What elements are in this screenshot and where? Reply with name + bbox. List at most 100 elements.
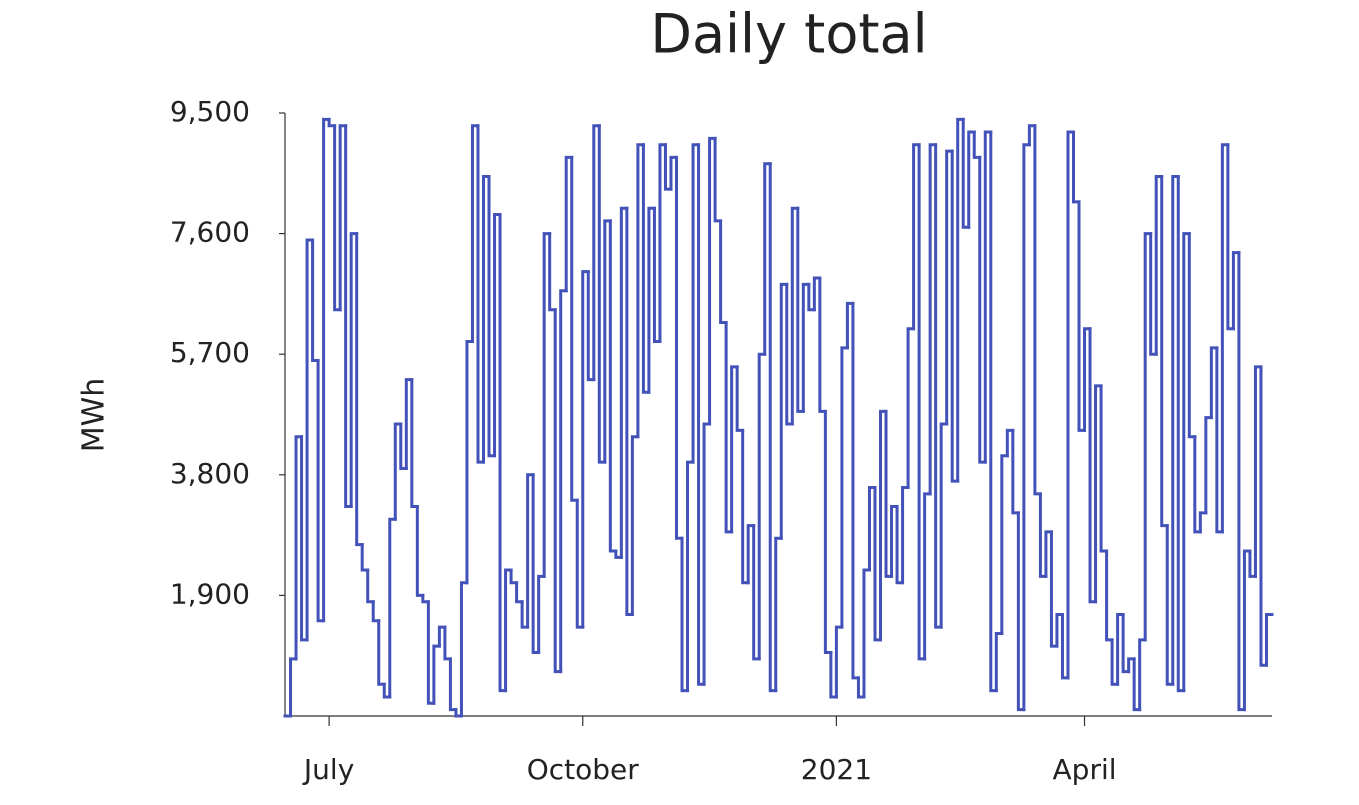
step-segment [559,289,568,674]
step-segment [840,346,849,629]
step-segment [956,117,965,483]
step-segment [1077,200,1087,432]
step-segment [1193,435,1202,534]
step-segment [1160,174,1169,528]
step-segment [526,473,535,629]
step-segment [774,536,783,693]
step-segment [796,206,805,413]
step-segment [647,206,656,394]
step-segment [443,625,452,661]
step-segment [548,232,557,312]
step-segment [1072,130,1081,204]
step-segment [1237,251,1246,712]
y-tick-label: 7,600 [170,216,250,249]
step-segment [581,270,590,629]
step-segment [1110,638,1120,686]
step-segment [509,568,519,585]
step-segment [377,619,386,686]
step-segment [961,117,971,229]
step-segment [746,524,756,585]
step-segment [305,238,315,642]
step-segment [818,276,827,413]
step-segment [515,581,524,604]
step-segment [1231,251,1241,331]
step-segment [983,130,993,464]
step-segment [1033,124,1042,496]
step-segment [862,568,871,699]
step-segment [867,485,877,572]
step-segment [757,352,767,661]
step-segment [630,435,640,616]
step-segment [950,149,960,483]
step-segment [790,206,800,426]
step-segment [542,232,552,578]
step-segment [355,232,364,547]
step-segment [393,422,403,521]
step-segment [785,282,794,426]
step-segment [972,130,982,159]
step-segment [448,657,458,712]
step-segment [884,409,894,578]
step-segment [912,143,921,331]
step-segment [708,136,717,426]
step-segment [663,143,673,191]
step-segment [592,124,601,382]
step-segment [432,644,441,705]
step-segment [1198,511,1208,534]
step-segment [360,543,370,572]
step-segment [680,536,690,693]
step-segment [322,117,331,623]
step-segment [454,708,463,718]
step-segment [1005,428,1015,458]
step-segment [1022,143,1031,712]
step-segment [1060,612,1070,680]
step-segment [1242,549,1252,712]
step-segment [465,340,474,585]
step-segment [1099,384,1109,553]
step-segment [1044,530,1053,578]
step-segment [801,282,811,413]
step-segment [934,143,943,629]
chart-title: Daily total [650,3,927,66]
step-segment [366,568,375,604]
step-segment [1264,612,1274,667]
step-segment [945,149,954,426]
step-segment [691,143,701,464]
step-segment [1149,232,1158,356]
step-segment [1182,232,1191,693]
step-segment [928,143,938,496]
step-segment [504,568,513,693]
step-segment [426,600,436,705]
step-segment [1259,365,1268,667]
step-segment [470,124,480,344]
y-tick-label: 1,900 [170,577,250,610]
step-segment [603,219,612,464]
step-segment [730,365,739,534]
step-segment [1094,384,1103,604]
step-segment [906,327,916,489]
step-segment [856,676,866,699]
step-segment [939,422,949,629]
step-segment [410,378,419,509]
step-segment [1083,327,1092,432]
step-segment [1248,549,1257,578]
step-segment [1165,524,1175,686]
step-segment [978,155,987,464]
step-segment [901,485,910,585]
step-segment [1000,454,1009,635]
step-segment [994,631,1004,693]
step-segment [735,365,745,432]
step-segment [1066,130,1075,680]
step-segment [327,117,337,128]
step-segment [719,219,728,324]
step-segment [845,301,855,350]
step-segment [697,143,706,686]
step-segment [702,422,712,686]
step-segment [1226,143,1235,331]
step-segment [476,124,486,464]
y-tick-label: 5,700 [170,336,250,369]
step-segment [873,485,883,642]
step-segment [674,155,684,540]
step-segment [459,581,469,718]
